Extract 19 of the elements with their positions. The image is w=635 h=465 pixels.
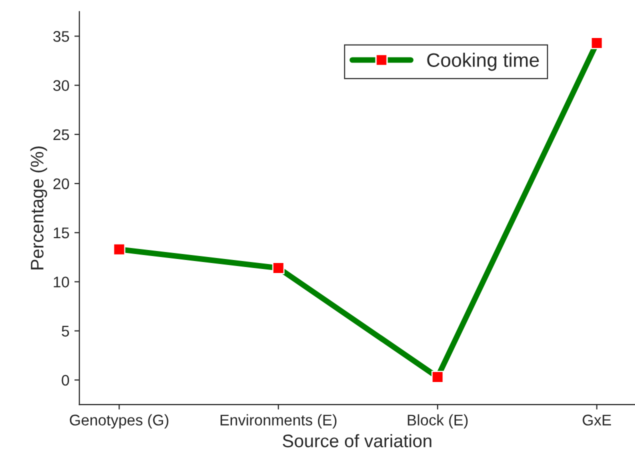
- y-tick-label: 5: [62, 326, 70, 337]
- y-tick-label: 0: [62, 374, 70, 386]
- y-tick-label: 35: [53, 31, 70, 42]
- point: [272, 262, 284, 274]
- y-tick-label: 25: [53, 129, 70, 140]
- x-tick-label: GxE: [582, 414, 611, 426]
- x-axis-title: Source of variation: [282, 434, 432, 448]
- y-tick-label: 20: [53, 178, 70, 190]
- y-tick-label: 30: [53, 80, 70, 91]
- legend-label: Cooking time: [427, 52, 539, 71]
- point: [113, 243, 126, 256]
- y-tick-label: 10: [54, 276, 70, 288]
- point: [431, 370, 444, 384]
- x-tick-label: Block (E): [408, 414, 468, 429]
- x-tick-label: Genotypes (G): [70, 414, 168, 429]
- y-tick-label: 15: [54, 228, 70, 238]
- x-tick-label: Environments (E): [220, 414, 336, 429]
- y-axis-title: Percentage (%): [30, 146, 48, 270]
- point: [590, 36, 603, 50]
